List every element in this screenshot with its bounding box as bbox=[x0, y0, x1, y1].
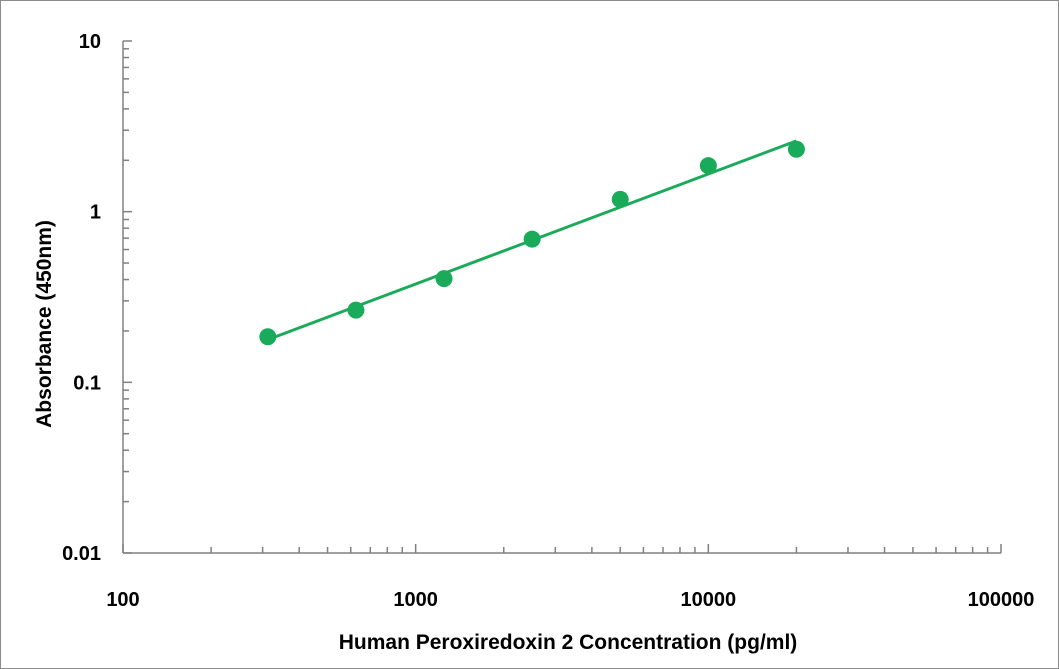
data-point bbox=[347, 301, 365, 319]
x-tick-label: 10000 bbox=[681, 589, 737, 611]
data-point bbox=[611, 190, 629, 208]
y-axis-ticks bbox=[123, 40, 132, 554]
x-tick-label: 100 bbox=[106, 589, 139, 611]
y-axis-tick-labels: 10 1 0.1 0.01 bbox=[62, 31, 101, 565]
data-points-group bbox=[259, 140, 805, 346]
y-axis-title: Absorbance (450nm) bbox=[33, 220, 56, 428]
data-point bbox=[699, 157, 717, 175]
x-axis-title: Human Peroxiredoxin 2 Concentration (pg/… bbox=[339, 631, 798, 654]
data-point bbox=[523, 230, 541, 248]
y-tick-label: 0.01 bbox=[62, 543, 101, 565]
data-point bbox=[259, 328, 277, 346]
data-point bbox=[435, 270, 453, 288]
x-axis-tick-labels: 100 1000 10000 100000 bbox=[106, 589, 1034, 611]
y-tick-label: 1 bbox=[90, 202, 101, 224]
y-tick-label: 0.1 bbox=[73, 372, 101, 394]
data-point bbox=[787, 140, 805, 158]
y-tick-label: 10 bbox=[79, 31, 101, 53]
x-tick-label: 1000 bbox=[393, 589, 438, 611]
x-axis-ticks bbox=[122, 544, 1002, 553]
x-tick-label: 100000 bbox=[968, 589, 1035, 611]
